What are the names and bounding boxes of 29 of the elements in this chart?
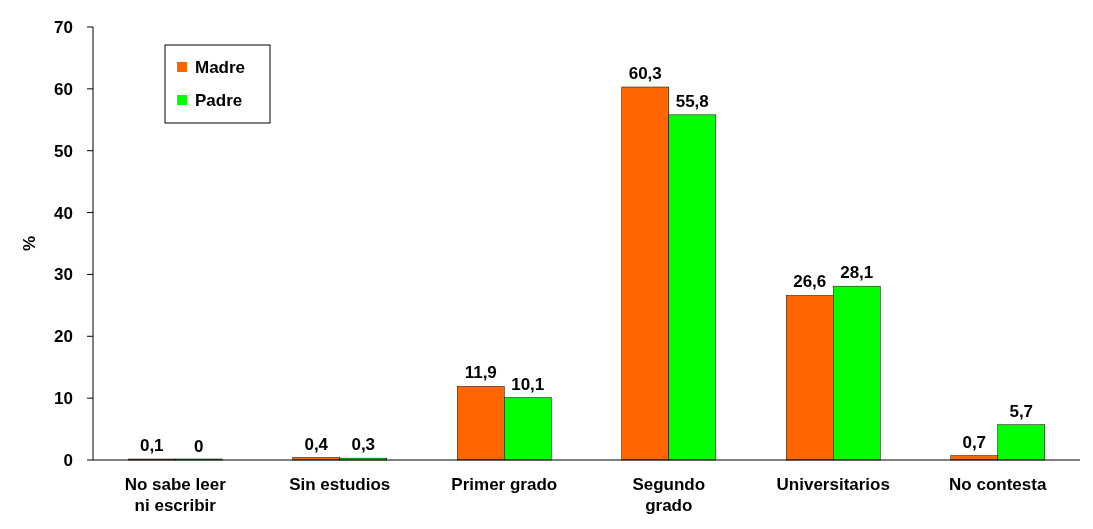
data-label: 10,1 [511, 374, 545, 394]
y-tick-label: 10 [54, 389, 73, 409]
data-label: 0,4 [304, 434, 329, 454]
legend-label: Madre [195, 57, 246, 77]
x-tick-label: No sabe leer ni escribir [124, 475, 227, 515]
x-tick-label: Segundo grado [632, 475, 706, 515]
y-axis-title: % [20, 235, 39, 252]
data-label: 55,8 [675, 91, 709, 111]
data-label: 26,6 [793, 272, 827, 292]
data-label: 0,7 [962, 432, 987, 452]
y-tick-label: 40 [54, 203, 73, 223]
data-label: 0,3 [351, 435, 376, 455]
y-tick-label: 60 [54, 79, 73, 99]
data-label: 11,9 [464, 363, 497, 383]
y-tick-label: 0 [63, 450, 73, 470]
y-tick-label: 30 [54, 265, 73, 285]
x-tick-label: No contesta [949, 475, 1047, 494]
x-tick-label: Sin estudios [289, 475, 391, 494]
legend-label: Padre [195, 90, 243, 110]
data-label: 0 [194, 437, 204, 456]
y-tick-label: 70 [54, 17, 73, 37]
data-label: 5,7 [1009, 401, 1034, 421]
x-tick-label: Primer grado [451, 475, 558, 494]
y-tick-label: 20 [54, 327, 73, 347]
y-tick-label: 50 [54, 141, 73, 161]
x-tick-label: Universitarios [776, 475, 890, 494]
data-label: 60,3 [628, 64, 662, 83]
data-label: 28,1 [840, 263, 874, 283]
data-label: 0,1 [139, 436, 164, 456]
